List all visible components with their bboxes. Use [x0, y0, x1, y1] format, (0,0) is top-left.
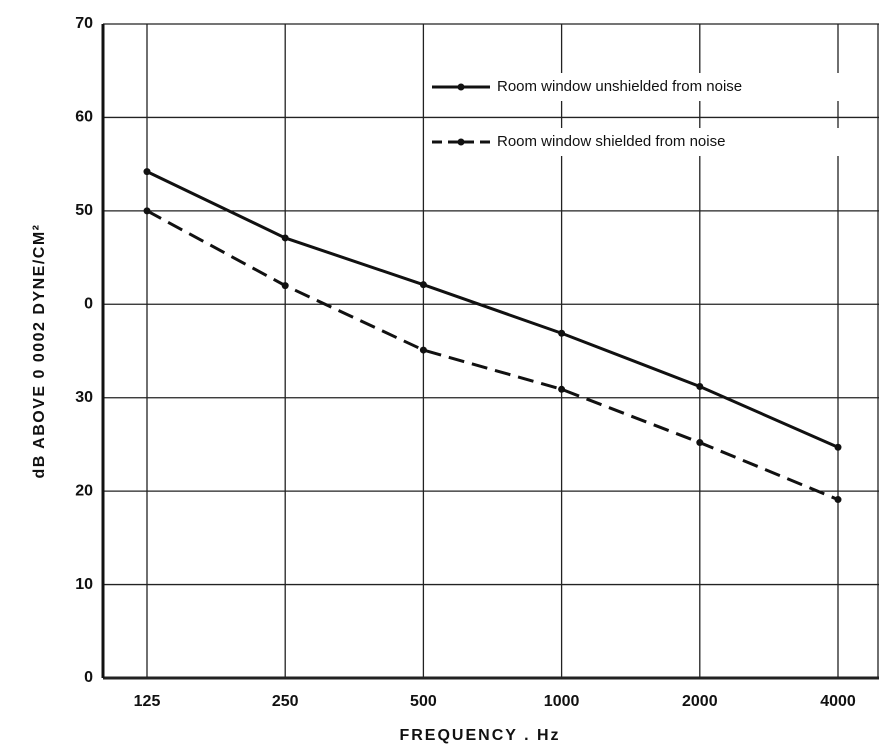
x-axis-label: FREQUENCY . Hz: [399, 727, 560, 744]
legend-bg: [428, 128, 868, 156]
series-line: [146, 209, 839, 501]
data-point: [558, 329, 566, 337]
data-point: [281, 234, 289, 242]
series-line: [146, 170, 839, 449]
x-tick-label: 500: [410, 693, 437, 710]
x-tick-label: 1000: [544, 693, 580, 710]
data-point: [419, 346, 427, 354]
y-tick-label: 30: [75, 389, 93, 406]
legend-label: Room window unshielded from noise: [497, 78, 742, 95]
data-point: [696, 439, 704, 447]
y-tick-label: 50: [75, 202, 93, 219]
x-tick-label: 2000: [682, 693, 718, 710]
legend-marker: [457, 138, 465, 146]
x-tick-label: 125: [134, 693, 161, 710]
data-point: [834, 443, 842, 451]
data-point: [834, 496, 842, 504]
x-tick-label: 4000: [820, 693, 856, 710]
y-tick-label: 10: [75, 576, 93, 593]
data-point: [143, 207, 151, 215]
y-tick-label: 20: [75, 482, 93, 499]
data-point: [558, 385, 566, 393]
y-tick-label: 0: [84, 296, 93, 313]
legend-label: Room window shielded from noise: [497, 133, 725, 150]
legend-bg: [428, 73, 868, 101]
data-point: [696, 383, 704, 391]
y-tick-label: 0: [84, 669, 93, 686]
x-tick-label: 250: [272, 693, 299, 710]
y-tick-label: 70: [75, 15, 93, 32]
y-tick-label: 60: [75, 109, 93, 126]
data-point: [281, 282, 289, 290]
legend-marker: [457, 83, 465, 91]
data-point: [143, 168, 151, 176]
y-axis-label: dB ABOVE 0 0002 DYNE/CM²: [31, 223, 48, 478]
data-point: [419, 281, 427, 289]
